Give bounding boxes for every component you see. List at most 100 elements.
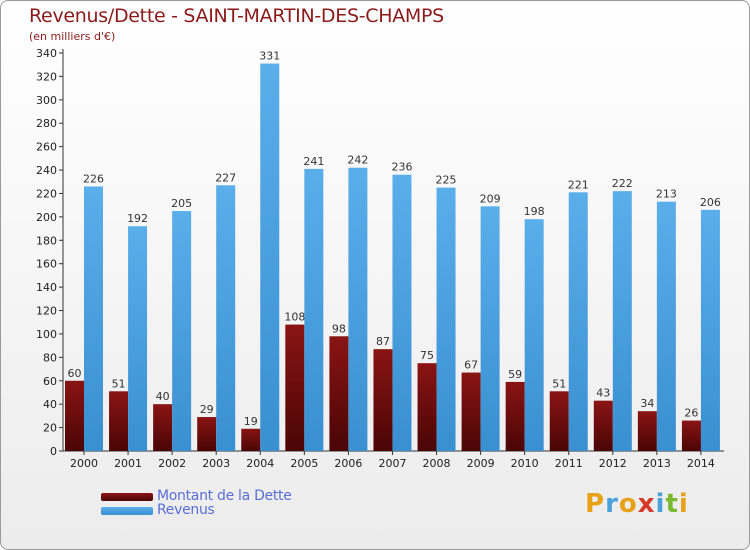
x-tick-label: 2001 bbox=[114, 457, 142, 470]
y-tick-label: 300 bbox=[36, 94, 57, 107]
bar-revenus bbox=[172, 211, 192, 451]
bar-revenus bbox=[216, 185, 236, 451]
bar-dette bbox=[285, 324, 305, 451]
y-tick-label: 260 bbox=[36, 141, 57, 154]
bar-label-dette: 60 bbox=[68, 367, 82, 380]
logo-letter: r bbox=[605, 489, 619, 519]
bar-label-revenus: 221 bbox=[568, 178, 589, 191]
legend-swatch-revenus bbox=[101, 507, 153, 515]
bar-dette bbox=[329, 336, 349, 451]
bar-label-revenus: 209 bbox=[480, 192, 501, 205]
chart-bars: 60 226 51 192 40 205 29 227 19 331 108 241 98 242 87 23… bbox=[65, 50, 721, 452]
proxiti-logo: Proxiti bbox=[585, 489, 689, 519]
bar-revenus bbox=[700, 209, 720, 451]
y-tick-label: 280 bbox=[36, 117, 57, 130]
y-tick-label: 200 bbox=[36, 211, 57, 224]
bar-label-dette: 67 bbox=[464, 359, 478, 372]
bar-label-revenus: 236 bbox=[391, 161, 412, 174]
bar-dette bbox=[505, 381, 525, 451]
chart-subtitle: (en milliers d'€) bbox=[29, 30, 116, 43]
logo-letter: t bbox=[665, 489, 679, 519]
bar-dette bbox=[461, 372, 481, 451]
bar-label-revenus: 241 bbox=[303, 155, 324, 168]
bar-revenus bbox=[128, 226, 148, 451]
x-tick-label: 2003 bbox=[202, 457, 230, 470]
x-tick-label: 2000 bbox=[70, 457, 98, 470]
y-tick-label: 140 bbox=[36, 281, 57, 294]
y-tick-label: 120 bbox=[36, 305, 57, 318]
bar-label-dette: 40 bbox=[156, 390, 170, 403]
bar-label-dette: 59 bbox=[508, 368, 522, 381]
logo-letter: i bbox=[678, 489, 689, 519]
y-tick-label: 320 bbox=[36, 70, 57, 83]
bar-label-revenus: 226 bbox=[83, 172, 104, 185]
bar-label-revenus: 242 bbox=[347, 154, 368, 167]
bar-dette bbox=[549, 391, 569, 451]
bar-label-revenus: 206 bbox=[700, 196, 721, 209]
legend-label-dette: Montant de la Dette bbox=[157, 488, 292, 504]
legend-swatch-dette bbox=[101, 493, 153, 501]
logo-letter: i bbox=[655, 489, 666, 519]
bar-label-dette: 108 bbox=[284, 311, 305, 324]
bar-label-dette: 43 bbox=[596, 387, 610, 400]
x-tick-label: 2004 bbox=[246, 457, 274, 470]
bar-revenus bbox=[612, 191, 632, 452]
x-tick-label: 2010 bbox=[511, 457, 539, 470]
bar-label-dette: 34 bbox=[640, 397, 654, 410]
bar-revenus bbox=[436, 187, 456, 451]
bar-revenus bbox=[656, 201, 676, 451]
bar-dette bbox=[681, 420, 701, 451]
bar-label-revenus: 227 bbox=[215, 171, 236, 184]
x-tick-label: 2005 bbox=[290, 457, 318, 470]
bar-dette bbox=[241, 428, 261, 451]
bar-label-revenus: 222 bbox=[612, 177, 633, 190]
y-tick-label: 340 bbox=[36, 47, 57, 60]
bar-revenus bbox=[84, 186, 103, 451]
bar-label-dette: 51 bbox=[112, 377, 126, 390]
y-tick-label: 80 bbox=[43, 351, 57, 364]
bar-revenus bbox=[480, 206, 500, 451]
bar-revenus bbox=[524, 219, 544, 451]
bar-revenus bbox=[568, 192, 588, 452]
logo-letter: P bbox=[585, 489, 606, 519]
bar-revenus bbox=[348, 167, 368, 451]
y-tick-label: 20 bbox=[43, 422, 57, 435]
bar-label-dette: 26 bbox=[684, 407, 698, 420]
x-tick-label: 2009 bbox=[467, 457, 495, 470]
bar-dette bbox=[65, 380, 84, 451]
bar-label-revenus: 192 bbox=[127, 212, 148, 225]
bar-dette bbox=[373, 349, 393, 451]
x-tick-label: 2002 bbox=[158, 457, 186, 470]
y-tick-label: 160 bbox=[36, 258, 57, 271]
y-tick-label: 40 bbox=[43, 398, 57, 411]
bar-label-revenus: 198 bbox=[524, 205, 545, 218]
logo-letter: x bbox=[637, 489, 656, 519]
y-tick-label: 60 bbox=[43, 375, 57, 388]
logo-letter: o bbox=[618, 489, 638, 519]
bar-label-dette: 98 bbox=[332, 322, 346, 335]
bar-label-dette: 75 bbox=[420, 349, 434, 362]
bar-label-dette: 29 bbox=[200, 403, 214, 416]
bar-revenus bbox=[260, 63, 280, 452]
bar-dette bbox=[153, 404, 173, 451]
y-tick-label: 0 bbox=[50, 445, 57, 458]
bar-label-revenus: 331 bbox=[259, 50, 280, 63]
y-tick-label: 100 bbox=[36, 328, 57, 341]
x-tick-label: 2013 bbox=[643, 457, 671, 470]
bar-revenus bbox=[392, 174, 412, 451]
bar-label-revenus: 225 bbox=[436, 174, 457, 187]
bar-dette bbox=[109, 391, 129, 451]
bar-dette bbox=[593, 400, 613, 451]
x-tick-label: 2014 bbox=[687, 457, 715, 470]
bar-revenus bbox=[304, 168, 324, 451]
bar-label-dette: 51 bbox=[552, 377, 566, 390]
legend-label-revenus: Revenus bbox=[157, 502, 215, 518]
bar-label-revenus: 205 bbox=[171, 197, 192, 210]
y-tick-label: 180 bbox=[36, 234, 57, 247]
bar-label-dette: 19 bbox=[244, 415, 258, 428]
x-tick-label: 2006 bbox=[334, 457, 362, 470]
x-tick-label: 2011 bbox=[555, 457, 583, 470]
bar-dette bbox=[197, 417, 217, 451]
